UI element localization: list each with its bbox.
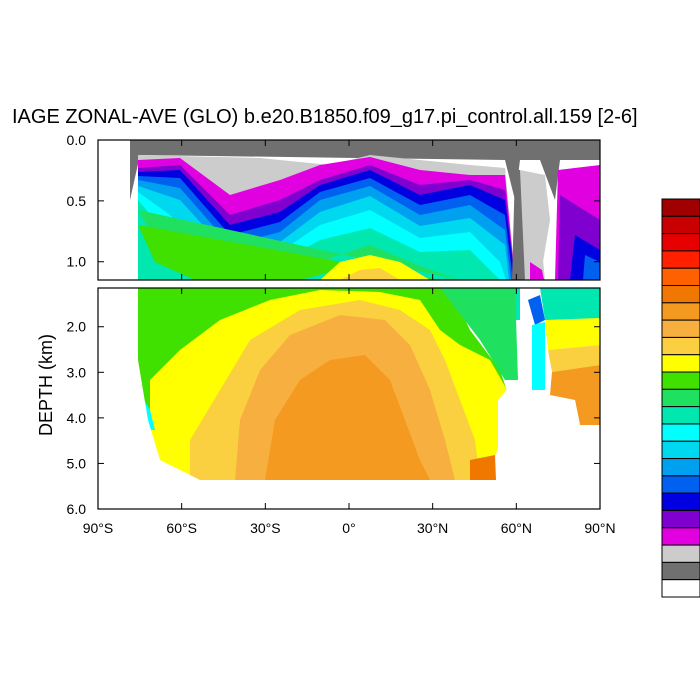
colorbar-swatch	[661, 544, 700, 563]
colorbar-swatch	[661, 440, 700, 460]
arctic-gap-magenta	[530, 262, 544, 280]
chart-title: IAGE ZONAL-AVE (GLO) b.e20.B1850.f09_g17…	[12, 106, 638, 128]
seafloor-mask	[98, 288, 495, 509]
trench-dark	[512, 170, 525, 280]
colorbar-swatch	[661, 458, 700, 477]
arctic-deep-yellow	[545, 318, 600, 350]
colorbar-swatch	[661, 475, 700, 494]
y-axis: 0.0 0.5 1.0 2.0 3.0 4.0 5.0 6.0	[67, 132, 600, 517]
band-light-orange	[340, 268, 400, 280]
colorbar-swatch	[661, 509, 700, 529]
arctic-deep-orange2	[550, 365, 600, 425]
colorbar-swatch	[661, 215, 700, 235]
y-tick-label: 0.0	[67, 132, 87, 148]
colorbar-swatch	[661, 319, 700, 338]
y-tick-label: 6.0	[67, 501, 87, 517]
lower-panel-field	[98, 288, 600, 509]
y-tick-label: 3.0	[67, 364, 87, 380]
colorbar-swatch	[661, 579, 700, 598]
arctic-deep-blue	[528, 295, 545, 325]
colorbar-swatch	[661, 267, 700, 287]
x-tick-label: 60°S	[166, 520, 197, 536]
x-tick-label: 90°N	[584, 520, 615, 536]
deep-green-right	[440, 288, 518, 380]
y-tick-label: 5.0	[67, 455, 87, 471]
colorbar-swatch	[661, 336, 700, 356]
colorbar-swatch	[661, 302, 700, 321]
y-tick-label: 1.0	[67, 254, 87, 270]
x-tick-label: 60°N	[501, 520, 532, 536]
arctic-deep-orange	[548, 345, 600, 372]
colorbar-swatch	[661, 492, 700, 511]
colorbar-swatch	[661, 527, 700, 546]
deep-core-orange	[470, 455, 496, 480]
upper-panel-field	[98, 140, 600, 280]
seafloor-mask-right	[498, 380, 525, 509]
colorbar-swatch	[661, 561, 700, 581]
colorbar-swatch	[661, 233, 700, 252]
y-tick-label: 2.0	[67, 319, 87, 335]
x-tick-label: 30°N	[417, 520, 448, 536]
colorbar-swatch	[661, 406, 700, 425]
y-tick-label: 0.5	[67, 193, 87, 209]
arctic-deep-cyan	[532, 322, 545, 390]
surface-dark-band	[130, 140, 600, 200]
y-axis-label: DEPTH (km)	[36, 334, 56, 436]
colorbar-swatch	[661, 250, 700, 269]
colorbar-swatch	[661, 423, 700, 442]
band-yellow	[320, 255, 430, 280]
x-tick-label: 30°S	[250, 520, 281, 536]
y-tick-label: 4.0	[67, 410, 87, 426]
arctic-deep-teal	[540, 288, 600, 320]
colorbar	[661, 198, 700, 598]
deep-orange2	[265, 355, 430, 480]
colorbar-swatch	[661, 285, 700, 304]
x-tick-label: 0°	[342, 520, 355, 536]
colorbar-swatch	[661, 371, 700, 390]
colorbar-swatch	[661, 388, 700, 408]
colorbar-swatch	[661, 354, 700, 373]
seafloor-mask-arctic	[550, 395, 600, 509]
x-tick-label: 90°S	[83, 520, 114, 536]
band-teal	[138, 200, 500, 280]
x-axis: 90°S 60°S 30°S 0° 30°N 60°N 90°N	[83, 140, 616, 536]
colorbar-swatch	[661, 198, 700, 217]
